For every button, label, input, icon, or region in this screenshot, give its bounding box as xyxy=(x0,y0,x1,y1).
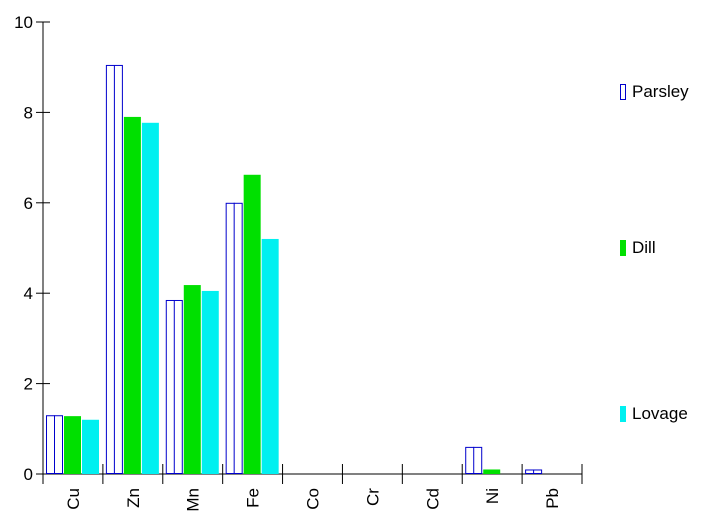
legend-label: Dill xyxy=(632,238,656,257)
x-tick-label: Mn xyxy=(184,488,203,512)
bar-dill-ni xyxy=(483,469,501,474)
legend-label: Parsley xyxy=(632,82,689,101)
x-tick-label: Ni xyxy=(483,488,502,504)
x-tick-label: Fe xyxy=(244,488,263,508)
bar-lovage-cu xyxy=(82,419,99,474)
legend-label: Lovage xyxy=(632,404,688,423)
legend-swatch xyxy=(620,406,626,422)
x-tick-label: Pb xyxy=(543,488,562,509)
legend-item-dill: Dill xyxy=(620,236,719,260)
chart-tick-labels: 0 2 4 6 8 10 Cu Zn Mn Fe Co Cr Cd Ni Pb xyxy=(14,13,562,512)
bar-lovage-mn xyxy=(201,290,219,474)
bar-dill-zn xyxy=(123,116,141,475)
x-tick-label: Cr xyxy=(363,488,382,506)
y-tick-label: 6 xyxy=(24,194,33,213)
y-tick-label: 10 xyxy=(14,13,33,32)
y-tick-label: 0 xyxy=(24,465,33,484)
y-tick-label: 8 xyxy=(24,103,33,122)
x-tick-label: Cd xyxy=(423,488,442,510)
y-tick-label: 2 xyxy=(24,375,33,394)
bar-dill-mn xyxy=(183,285,201,474)
bar-dill-cu xyxy=(64,416,81,474)
x-tick-label: Zn xyxy=(124,488,143,508)
y-tick-label: 4 xyxy=(24,284,33,303)
x-tick-label: Cu xyxy=(64,488,83,510)
legend-swatch xyxy=(620,84,626,100)
bar-lovage-zn xyxy=(141,122,159,475)
legend-item-parsley: Parsley xyxy=(620,80,719,104)
bar-lovage-fe xyxy=(261,238,279,474)
x-tick-label: Co xyxy=(304,488,323,510)
bar-dill-fe xyxy=(243,174,261,474)
legend-swatch xyxy=(620,240,626,256)
legend-item-lovage: Lovage xyxy=(620,402,719,426)
chart-bars xyxy=(46,64,543,475)
